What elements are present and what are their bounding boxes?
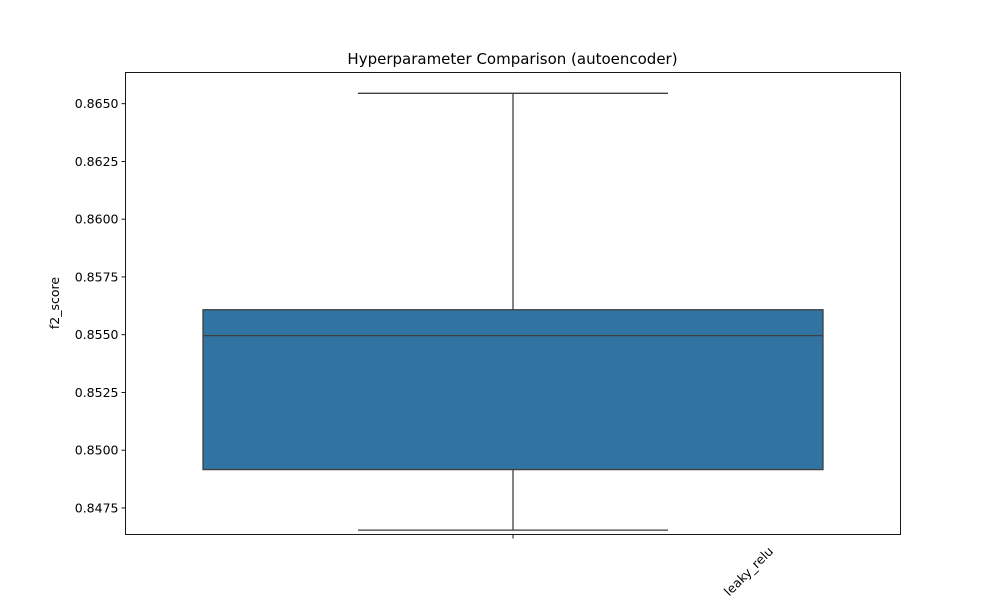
box-plot	[202, 92, 824, 531]
y-tick-label: 0.8625	[75, 154, 119, 169]
y-tick-label: 0.8525	[75, 385, 119, 400]
y-axis: 0.8475 0.8500 0.8525 0.8550 0.8575 0.8600 0.86…	[75, 96, 126, 515]
y-tick-label: 0.8650	[75, 96, 119, 111]
plot-frame	[125, 72, 901, 535]
y-axis-label: f2_score	[47, 277, 62, 330]
x-tick-label: leaky_relu	[721, 544, 776, 599]
x-axis: leaky_relu	[512, 534, 776, 599]
chart-title: Hyperparameter Comparison (autoencoder)	[347, 50, 677, 68]
y-tick-label: 0.8600	[75, 212, 119, 227]
box-iqr	[202, 309, 824, 471]
y-tick-label: 0.8575	[75, 269, 119, 284]
y-tick-label: 0.8500	[75, 443, 119, 458]
y-tick-label: 0.8475	[75, 500, 119, 515]
y-tick-label: 0.8550	[75, 327, 119, 342]
